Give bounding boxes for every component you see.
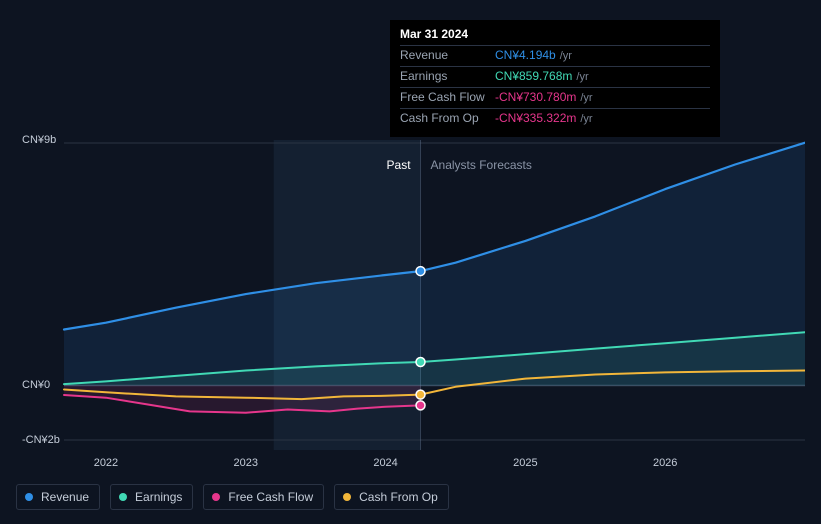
- section-label-past: Past: [387, 158, 411, 172]
- legend-dot-icon: [343, 493, 351, 501]
- tooltip-row: Free Cash Flow-CN¥730.780m/yr: [400, 87, 710, 108]
- x-tick-label: 2022: [94, 457, 118, 469]
- legend-label: Free Cash Flow: [228, 490, 313, 504]
- tooltip-row-label: Earnings: [400, 68, 495, 85]
- y-tick-label: -CN¥2b: [22, 434, 60, 446]
- legend-dot-icon: [212, 493, 220, 501]
- tooltip-row-value: CN¥4.194b: [495, 47, 556, 64]
- tooltip-row: RevenueCN¥4.194b/yr: [400, 45, 710, 66]
- section-label-forecast: Analysts Forecasts: [431, 158, 532, 172]
- legend-label: Earnings: [135, 490, 182, 504]
- x-tick-label: 2025: [513, 457, 537, 469]
- tooltip-date: Mar 31 2024: [400, 26, 710, 43]
- tooltip-row-value: CN¥859.768m: [495, 68, 572, 85]
- tooltip-row-suffix: /yr: [580, 112, 592, 128]
- legend-item-fcf[interactable]: Free Cash Flow: [203, 484, 324, 510]
- legend-item-cfo[interactable]: Cash From Op: [334, 484, 449, 510]
- legend-item-earnings[interactable]: Earnings: [110, 484, 193, 510]
- tooltip-row-suffix: /yr: [576, 70, 588, 86]
- legend-label: Cash From Op: [359, 490, 438, 504]
- legend-label: Revenue: [41, 490, 89, 504]
- tooltip-row-value: -CN¥730.780m: [495, 89, 576, 106]
- y-tick-label: CN¥9b: [22, 134, 56, 146]
- tooltip-row-label: Free Cash Flow: [400, 89, 495, 106]
- tooltip-row-suffix: /yr: [580, 91, 592, 107]
- legend-item-revenue[interactable]: Revenue: [16, 484, 100, 510]
- x-tick-label: 2023: [234, 457, 258, 469]
- tooltip-row-suffix: /yr: [560, 49, 572, 65]
- tooltip-row: Cash From Op-CN¥335.322m/yr: [400, 108, 710, 129]
- tooltip-row-label: Cash From Op: [400, 110, 495, 127]
- legend-dot-icon: [119, 493, 127, 501]
- tooltip-row: EarningsCN¥859.768m/yr: [400, 66, 710, 87]
- x-tick-label: 2026: [653, 457, 677, 469]
- chart-legend: Revenue Earnings Free Cash Flow Cash From O…: [16, 484, 449, 510]
- y-tick-label: CN¥0: [22, 379, 50, 391]
- tooltip-row-label: Revenue: [400, 47, 495, 64]
- legend-dot-icon: [25, 493, 33, 501]
- chart-tooltip: Mar 31 2024 RevenueCN¥4.194b/yrEarningsC…: [390, 20, 720, 137]
- x-tick-label: 2024: [373, 457, 397, 469]
- tooltip-row-value: -CN¥335.322m: [495, 110, 576, 127]
